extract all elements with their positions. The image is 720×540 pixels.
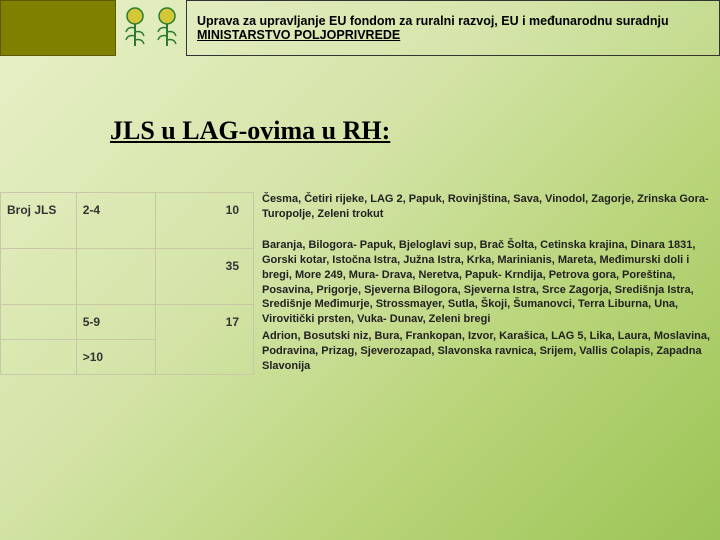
page-title: JLS u LAG-ovima u RH:: [110, 116, 720, 146]
header-org-name: Uprava za upravljanje EU fondom za rural…: [197, 14, 709, 28]
table-cell-empty: [76, 249, 156, 305]
table-row: Broj JLS 2-4 10: [1, 193, 254, 249]
summary-table: Broj JLS 2-4 10 35 5-9 17 >10: [0, 192, 254, 375]
ministry-logo-2: [152, 6, 182, 50]
ministry-logo-1: [120, 6, 150, 50]
table-cell-range: >10: [76, 340, 156, 375]
table-cell-count: 35: [156, 249, 254, 305]
table-cell-range: 5-9: [76, 305, 156, 340]
table-cell-empty: [1, 249, 77, 305]
table-row: 35: [1, 249, 254, 305]
header-ministry-name: MINISTARSTVO POLJOPRIVREDE: [197, 28, 709, 42]
olive-accent-box: [0, 0, 116, 56]
table-cell-count: 17: [156, 305, 254, 375]
content-area: Broj JLS 2-4 10 35 5-9 17 >10 Česma, Čet…: [0, 192, 720, 376]
table-header-brojjls: Broj JLS: [1, 193, 77, 249]
lag-lists: Česma, Četiri rijeke, LAG 2, Papuk, Rovi…: [254, 192, 712, 376]
table-cell-empty: [1, 305, 77, 340]
table-cell-count: 10: [156, 193, 254, 249]
table-cell-empty: [1, 340, 77, 375]
lag-list-group-1: Česma, Četiri rijeke, LAG 2, Papuk, Rovi…: [262, 192, 712, 236]
lag-list-group-3: Adrion, Bosutski niz, Bura, Frankopan, I…: [262, 329, 712, 374]
header-row: Uprava za upravljanje EU fondom za rural…: [0, 0, 720, 56]
logo-area: [116, 0, 186, 56]
table-cell-range: 2-4: [76, 193, 156, 249]
table-row: 5-9 17: [1, 305, 254, 340]
header-text-box: Uprava za upravljanje EU fondom za rural…: [186, 0, 720, 56]
lag-list-group-2: Baranja, Bilogora- Papuk, Bjeloglavi sup…: [262, 238, 712, 327]
